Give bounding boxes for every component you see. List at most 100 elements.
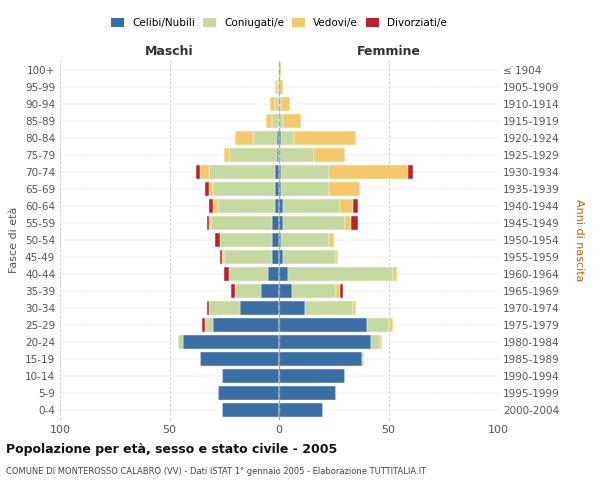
Bar <box>281 233 329 247</box>
Bar <box>281 182 329 196</box>
Bar <box>279 166 281 179</box>
Bar <box>211 216 272 230</box>
Bar <box>182 335 279 348</box>
Text: Maschi: Maschi <box>145 46 194 59</box>
Bar <box>220 250 222 264</box>
Bar <box>336 284 340 298</box>
Bar <box>209 216 211 230</box>
Bar <box>283 199 340 213</box>
Bar <box>353 301 356 314</box>
Bar <box>275 199 279 213</box>
Bar <box>283 250 336 264</box>
Bar <box>351 216 358 230</box>
Bar <box>329 166 408 179</box>
Bar <box>305 301 353 314</box>
Bar <box>272 233 279 247</box>
Bar <box>239 301 279 314</box>
Legend: Celibi/Nubili, Coniugati/e, Vedovi/e, Divorziati/e: Celibi/Nubili, Coniugati/e, Vedovi/e, Di… <box>108 15 450 32</box>
Bar <box>205 318 214 332</box>
Bar <box>277 148 279 162</box>
Text: Popolazione per età, sesso e stato civile - 2005: Popolazione per età, sesso e stato civil… <box>6 442 337 456</box>
Bar <box>277 80 279 94</box>
Bar <box>275 182 279 196</box>
Bar <box>224 148 229 162</box>
Bar <box>205 182 209 196</box>
Text: COMUNE DI MONTEROSSO CALABRO (VV) - Dati ISTAT 1° gennaio 2005 - Elaborazione TU: COMUNE DI MONTEROSSO CALABRO (VV) - Dati… <box>6 468 426 476</box>
Bar <box>279 182 281 196</box>
Bar <box>279 301 305 314</box>
Bar <box>283 216 344 230</box>
Bar <box>279 386 336 400</box>
Bar <box>279 233 281 247</box>
Bar <box>281 98 290 111</box>
Bar <box>408 166 413 179</box>
Bar <box>222 250 224 264</box>
Bar <box>288 267 393 281</box>
Bar <box>279 114 283 128</box>
Bar <box>336 250 338 264</box>
Bar <box>279 352 362 366</box>
Bar <box>268 267 279 281</box>
Bar <box>279 80 283 94</box>
Bar <box>253 132 277 145</box>
Bar <box>329 233 334 247</box>
Bar <box>196 166 200 179</box>
Bar <box>279 318 367 332</box>
Bar <box>272 250 279 264</box>
Bar <box>209 301 239 314</box>
Bar <box>200 166 209 179</box>
Bar <box>380 335 382 348</box>
Bar <box>209 166 275 179</box>
Bar <box>272 216 279 230</box>
Bar <box>279 267 288 281</box>
Bar <box>362 352 364 366</box>
Bar <box>224 267 229 281</box>
Bar <box>235 284 262 298</box>
Bar <box>220 233 272 247</box>
Bar <box>207 301 209 314</box>
Bar <box>292 284 336 298</box>
Bar <box>229 148 277 162</box>
Bar <box>279 369 345 382</box>
Bar <box>209 199 214 213</box>
Bar <box>275 166 279 179</box>
Bar <box>279 199 283 213</box>
Bar <box>353 199 358 213</box>
Bar <box>345 216 351 230</box>
Bar <box>314 148 345 162</box>
Bar <box>279 403 323 416</box>
Bar <box>279 284 292 298</box>
Bar <box>272 114 279 128</box>
Bar <box>295 132 356 145</box>
Bar <box>218 199 275 213</box>
Y-axis label: Fasce di età: Fasce di età <box>10 207 19 273</box>
Bar <box>389 318 393 332</box>
Bar <box>270 98 275 111</box>
Text: Femmine: Femmine <box>356 46 421 59</box>
Bar <box>178 335 182 348</box>
Bar <box>275 98 279 111</box>
Bar <box>279 250 283 264</box>
Bar <box>277 132 279 145</box>
Bar <box>283 114 301 128</box>
Bar <box>279 148 314 162</box>
Bar <box>281 132 295 145</box>
Bar <box>266 114 272 128</box>
Bar <box>262 284 279 298</box>
Bar <box>329 182 360 196</box>
Bar <box>279 335 371 348</box>
Bar <box>214 182 275 196</box>
Bar <box>340 284 343 298</box>
Bar <box>207 216 209 230</box>
Bar <box>209 182 214 196</box>
Bar <box>281 166 329 179</box>
Bar <box>222 403 279 416</box>
Bar <box>279 216 283 230</box>
Bar <box>224 250 272 264</box>
Bar <box>367 318 389 332</box>
Bar <box>231 284 235 298</box>
Bar <box>371 335 380 348</box>
Bar <box>215 233 220 247</box>
Bar <box>229 267 268 281</box>
Bar <box>279 132 281 145</box>
